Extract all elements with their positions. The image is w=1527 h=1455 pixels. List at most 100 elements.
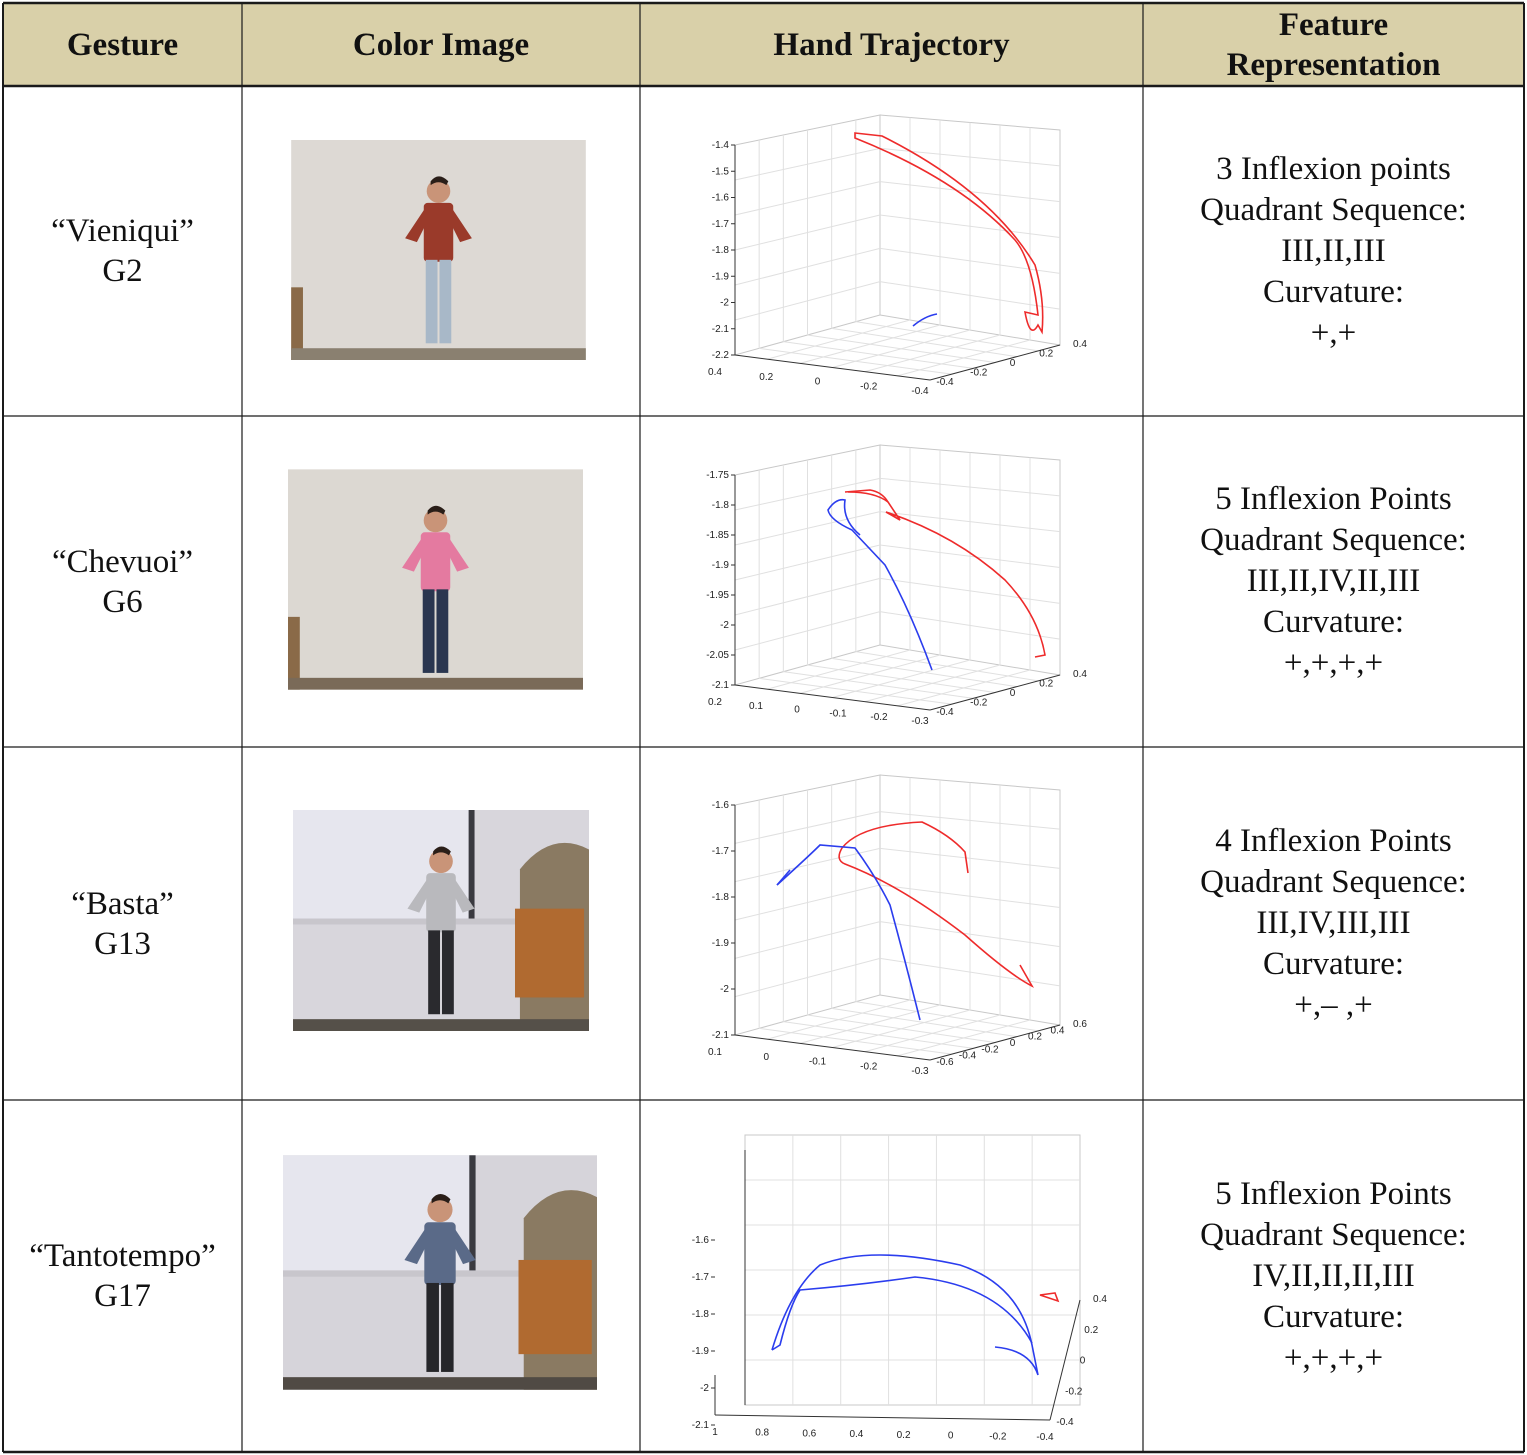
- y-tick-label: 0: [1080, 1356, 1086, 1367]
- x-tick-label: 0: [815, 377, 821, 388]
- x-tick-label: 0.2: [708, 697, 722, 708]
- trajectory-curve: [854, 132, 1044, 335]
- y-tick-label: 0: [1010, 1038, 1016, 1049]
- feature-line: III,II,IV,II,III: [1246, 563, 1421, 599]
- trajectory-curve: [847, 491, 889, 503]
- z-tick-label: -2: [720, 298, 729, 309]
- gesture-id: G17: [94, 1278, 151, 1314]
- z-tick-label: -2: [700, 1383, 709, 1394]
- y-tick-label: -0.2: [981, 1044, 999, 1055]
- trajectory-plot: -1.4 -1.5 -1.6 -1.7 -1.8 -1.9 -2 -2.1 -2.2 0.4 0.2…: [708, 114, 1087, 397]
- z-tick-label: -1.8: [712, 892, 730, 903]
- feature-line: +,+,+,+: [1283, 645, 1384, 681]
- gesture-name: “Chevuoi”: [51, 543, 194, 580]
- y-tick-label: -0.4: [1056, 1417, 1074, 1428]
- y-tick-label: 0.4: [1093, 1294, 1107, 1305]
- trajectory-curve: [776, 844, 921, 1021]
- z-tick-label: -2.05: [706, 650, 729, 661]
- header-hand-trajectory: Hand Trajectory: [640, 3, 1143, 86]
- z-tick-label: -2: [720, 984, 729, 995]
- z-tick-label: -2.1: [712, 324, 730, 335]
- x-tick-label: 0: [948, 1431, 954, 1442]
- trajectory-curve: [771, 1276, 1033, 1351]
- z-tick-label: -1.6: [692, 1235, 710, 1246]
- feature-line: Quadrant Sequence:: [1200, 864, 1467, 900]
- x-tick-label: 0: [763, 1052, 769, 1063]
- x-tick-label: -0.3: [911, 716, 929, 727]
- feature-line: IV,II,II,II,III: [1252, 1257, 1415, 1294]
- header-gesture-label: Gesture: [66, 26, 179, 63]
- z-tick-label: -2.1: [712, 680, 730, 691]
- z-tick-label: -1.8: [692, 1309, 710, 1320]
- z-tick-label: -1.9: [692, 1346, 710, 1357]
- gesture-photo: [288, 469, 583, 690]
- x-tick-label: -0.4: [911, 386, 929, 397]
- x-tick-label: 0: [794, 705, 800, 716]
- feature-line: +,+: [1310, 314, 1357, 351]
- x-tick-label: 0.1: [708, 1047, 722, 1058]
- feature-line: Curvature:: [1262, 604, 1405, 640]
- gesture-cell: “Vieniqui” G2: [3, 86, 242, 416]
- z-tick-label: -1.7: [712, 846, 730, 857]
- gesture-id: G2: [102, 253, 143, 289]
- header-feature-representation-label: Feature Representation: [1226, 6, 1441, 83]
- header-feature-representation: Feature Representation: [1143, 3, 1524, 86]
- x-tick-label: -0.2: [989, 1431, 1007, 1442]
- x-tick-label: 0.4: [849, 1429, 863, 1440]
- x-tick-label: -0.2: [860, 1061, 878, 1072]
- feature-line: Quadrant Sequence:: [1200, 522, 1467, 558]
- trajectory-plot: -1.6 -1.7 -1.8 -1.9 -2 -2.11 0.8 0.6 0.4 0.2 0 -0.2…: [692, 1134, 1107, 1443]
- x-tick-label: -0.1: [829, 708, 847, 719]
- z-tick-label: -2.1: [712, 1030, 730, 1041]
- x-tick-label: 0.8: [755, 1428, 769, 1439]
- trajectory-curve: [844, 489, 1046, 658]
- gesture-cell: “Tantotempo” G17: [3, 1100, 242, 1452]
- z-tick-label: -1.75: [706, 470, 729, 481]
- header-color-image-label: Color Image: [352, 26, 530, 63]
- feature-line: +,+,+,+: [1283, 1339, 1384, 1376]
- y-tick-label: 0: [1010, 358, 1016, 369]
- trajectory-curve: [771, 1254, 1039, 1376]
- z-tick-label: -1.85: [706, 530, 729, 541]
- gesture-photo: [283, 1155, 597, 1390]
- feature-line: Quadrant Sequence:: [1200, 1216, 1467, 1253]
- y-tick-label: -0.4: [936, 707, 954, 718]
- y-tick-label: 0.2: [1084, 1325, 1098, 1336]
- feature-line: +,– ,+: [1294, 987, 1373, 1023]
- feature-line: 4 Inflexion Points: [1215, 823, 1452, 859]
- gesture-cell: “Chevuoi” G6: [3, 416, 242, 747]
- feature-cell: 5 Inflexion Points Quadrant Sequence: III,…: [1143, 416, 1524, 747]
- z-tick-label: -1.9: [712, 271, 730, 282]
- gesture-photo: [291, 140, 586, 360]
- z-tick-label: -1.95: [706, 590, 729, 601]
- y-tick-label: 0.4: [1073, 339, 1087, 350]
- feature-line: 3 Inflexion points: [1216, 150, 1451, 187]
- gesture-name: “Tantotempo”: [29, 1238, 216, 1274]
- gesture-photo: [293, 810, 589, 1031]
- z-tick-label: -1.6: [712, 193, 730, 204]
- z-tick-label: -2: [720, 620, 729, 631]
- y-tick-label: 0.2: [1039, 679, 1053, 690]
- feature-cell: 3 Inflexion points Quadrant Sequence: III,…: [1143, 86, 1524, 416]
- x-tick-label: -0.2: [870, 712, 888, 723]
- y-tick-label: 0.2: [1039, 349, 1053, 360]
- y-tick-label: 0.6: [1073, 1019, 1087, 1030]
- gesture-cell: “Basta” G13: [3, 747, 242, 1100]
- trajectory-curve: [1039, 1292, 1060, 1303]
- x-tick-label: 0.4: [708, 367, 722, 378]
- x-tick-label: 0.2: [759, 372, 773, 383]
- x-tick-label: 0.6: [802, 1428, 816, 1439]
- y-tick-label: -0.2: [1065, 1386, 1083, 1397]
- y-tick-label: 0.2: [1028, 1032, 1042, 1043]
- header-hand-trajectory-label: Hand Trajectory: [773, 26, 1010, 63]
- y-tick-label: -0.2: [970, 368, 988, 379]
- header-gesture: Gesture: [3, 3, 242, 86]
- y-tick-label: 0.4: [1051, 1025, 1065, 1036]
- feature-line: III,IV,III,III: [1256, 905, 1411, 941]
- z-tick-label: -2.2: [712, 350, 730, 361]
- z-tick-label: -1.7: [712, 219, 730, 230]
- z-tick-label: -1.5: [712, 166, 730, 177]
- z-tick-label: -2.1: [692, 1420, 710, 1431]
- feature-cell: 5 Inflexion Points Quadrant Sequence: IV,I…: [1143, 1100, 1524, 1452]
- trajectory-curve: [776, 869, 791, 886]
